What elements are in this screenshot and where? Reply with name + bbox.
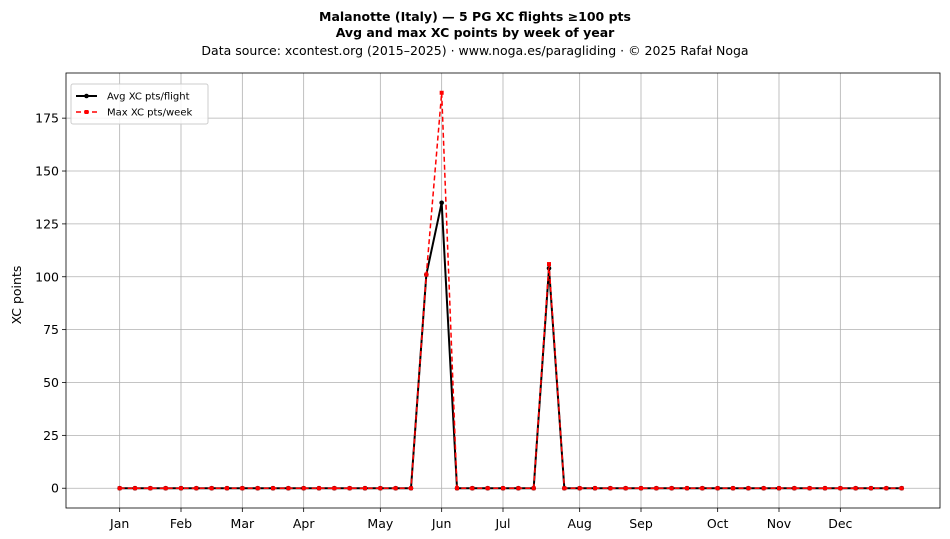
chart-title: Malanotte (Italy) — 5 PG XC flights ≥100… <box>319 9 631 24</box>
max-point <box>255 486 260 491</box>
max-point <box>148 486 153 491</box>
max-point <box>807 486 812 491</box>
max-point <box>179 486 183 491</box>
max-point <box>470 486 475 491</box>
max-point <box>117 486 122 491</box>
max-point <box>194 486 199 491</box>
max-point <box>163 486 168 491</box>
max-point <box>516 486 521 491</box>
y-tick-label: 175 <box>35 111 59 126</box>
max-point <box>286 486 291 491</box>
x-tick-label: Oct <box>707 516 729 531</box>
max-point <box>823 486 827 491</box>
max-point <box>301 486 306 491</box>
max-point <box>562 486 567 491</box>
max-point <box>363 486 367 491</box>
max-point <box>347 486 352 491</box>
max-point <box>439 90 444 95</box>
chart-subtitle: Avg and max XC points by week of year <box>336 25 615 40</box>
max-point <box>761 486 766 491</box>
legend: Avg XC pts/flight Max XC pts/week <box>70 83 209 125</box>
max-point <box>838 486 843 491</box>
max-point <box>623 486 628 491</box>
y-tick-label: 125 <box>35 216 59 231</box>
series-line-0 <box>119 201 902 490</box>
max-point <box>455 486 459 491</box>
legend-max-label: Max XC pts/week <box>107 108 192 119</box>
chart-source: Data source: xcontest.org (2015–2025) · … <box>201 43 748 58</box>
plot-frame <box>65 72 941 509</box>
x-tick-label: Mar <box>231 516 255 531</box>
max-point <box>654 486 659 491</box>
y-tick-label: 100 <box>35 269 59 284</box>
max-point <box>409 486 413 491</box>
series-line-1 <box>119 92 902 489</box>
max-point <box>393 486 398 491</box>
max-point <box>777 486 781 491</box>
max-point <box>899 486 904 491</box>
max-point <box>715 486 720 491</box>
x-tick-label: Nov <box>767 516 792 531</box>
x-tick-label: Jul <box>494 516 510 531</box>
max-point <box>501 486 505 491</box>
max-point <box>853 486 858 491</box>
x-tick-label: May <box>367 516 393 531</box>
max-point <box>731 486 735 491</box>
y-tick-label: 25 <box>43 428 59 443</box>
x-tick-label: Apr <box>293 516 315 531</box>
max-point <box>577 486 582 491</box>
max-point <box>593 486 597 491</box>
max-point <box>225 486 229 491</box>
max-point <box>378 486 383 491</box>
max-point <box>240 486 245 491</box>
max-point <box>700 486 705 491</box>
x-axis: Jan Feb Mar Apr May Jun Jul Aug Sep Oct Nov Dec <box>109 508 853 531</box>
max-point <box>424 272 429 277</box>
y-tick-label: 150 <box>35 164 59 179</box>
x-tick-label: Jan <box>109 516 129 531</box>
legend-box <box>70 83 209 125</box>
max-point <box>608 486 613 491</box>
max-point <box>685 486 689 491</box>
max-point <box>485 486 490 491</box>
max-point <box>332 486 337 491</box>
y-tick-label: 0 <box>51 481 59 496</box>
legend-avg-marker <box>84 93 89 99</box>
x-tick-label: Dec <box>828 516 852 531</box>
max-point <box>133 486 137 491</box>
y-axis: 0 25 50 75 100 125 150 175 <box>35 111 66 496</box>
y-axis-label: XC points <box>9 266 24 325</box>
max-point <box>792 486 797 491</box>
max-point <box>547 262 551 267</box>
y-tick-label: 75 <box>43 322 59 337</box>
max-point <box>531 486 536 491</box>
legend-avg-label: Avg XC pts/flight <box>107 92 190 103</box>
max-point <box>869 486 873 491</box>
avg-point <box>439 200 444 206</box>
max-point <box>271 486 275 491</box>
series-layer <box>117 90 904 491</box>
y-tick-label: 50 <box>43 375 59 390</box>
grid <box>66 73 940 508</box>
max-point <box>317 486 321 491</box>
x-tick-label: Aug <box>567 516 591 531</box>
max-point <box>669 486 674 491</box>
x-tick-label: Jun <box>431 516 452 531</box>
max-point <box>746 486 751 491</box>
max-point <box>884 486 889 491</box>
legend-max-marker <box>84 110 89 114</box>
max-point <box>639 486 643 491</box>
x-tick-label: Feb <box>170 516 192 531</box>
x-tick-label: Sep <box>629 516 653 531</box>
max-point <box>209 486 214 491</box>
